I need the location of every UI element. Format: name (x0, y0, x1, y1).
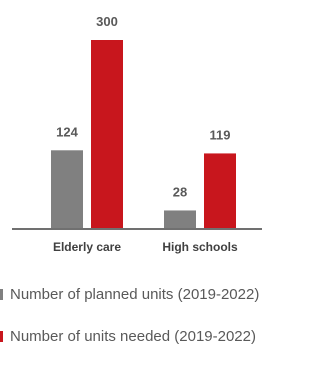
bar-needed-high-schools (204, 153, 236, 228)
bar-chart: 124 300 28 119 Elderly care High schools (12, 14, 262, 254)
bar-needed-elderly-care (91, 40, 123, 228)
value-label-planned-high-schools: 28 (173, 184, 187, 199)
value-label-needed-elderly-care: 300 (96, 14, 118, 29)
category-label-elderly-care: Elderly care (53, 240, 121, 254)
bar-planned-high-schools (164, 210, 196, 228)
legend-swatch-needed (0, 331, 3, 342)
value-label-needed-high-schools: 119 (210, 127, 231, 142)
legend-label-needed: Number of units needed (2019-2022) (10, 328, 256, 345)
bars-group (51, 40, 236, 228)
legend-item-needed: Number of units needed (2019-2022) (0, 326, 335, 347)
bar-planned-elderly-care (51, 150, 83, 228)
legend-swatch-planned (0, 289, 3, 300)
legend: Number of planned units (2019-2022) Numb… (0, 284, 335, 368)
value-label-planned-elderly-care: 124 (56, 124, 78, 139)
legend-item-planned: Number of planned units (2019-2022) (0, 284, 335, 305)
category-label-high-schools: High schools (162, 240, 238, 254)
legend-label-planned: Number of planned units (2019-2022) (10, 286, 260, 303)
value-labels-group: 124 300 28 119 (56, 14, 230, 199)
